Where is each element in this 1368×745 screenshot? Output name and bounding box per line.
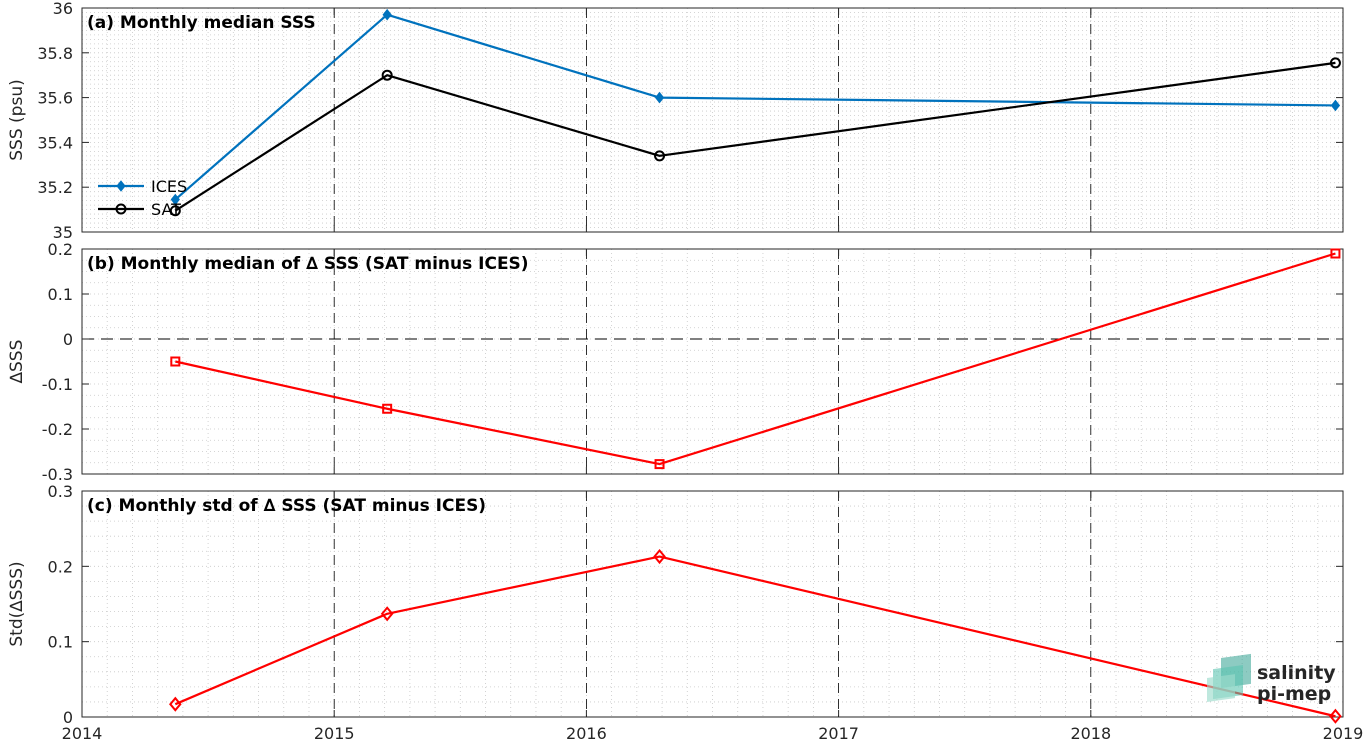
data-point <box>116 180 126 192</box>
legend: ICES SAT <box>98 177 187 219</box>
data-point <box>654 459 665 470</box>
y-tick-label: 36 <box>53 0 73 18</box>
y-tick-label: -0.2 <box>42 420 73 439</box>
panel-title: (b) Monthly median of ∆ SSS (SAT minus I… <box>87 254 529 274</box>
panel-b: -0.3 -0.2 -0.1 0 0.1 0.2 ∆SSS (b) Monthly media… <box>7 240 1344 484</box>
y-tick-label: 0 <box>63 708 73 727</box>
data-point <box>654 91 665 104</box>
minor-grid <box>82 249 1343 474</box>
legend-label: ICES <box>151 177 187 196</box>
y-tick-label: 0.3 <box>48 482 73 501</box>
panel-title: (a) Monthly median SSS <box>87 13 316 33</box>
series-line <box>174 61 1336 212</box>
x-tick-label: 2015 <box>314 724 355 743</box>
logo-line2: pi-mep <box>1257 683 1331 705</box>
y-tick-label: -0.1 <box>42 375 73 394</box>
x-tick-label: 2014 <box>62 724 103 743</box>
data-point <box>169 696 182 712</box>
data-point <box>654 150 666 162</box>
data-point <box>653 548 666 565</box>
series-delta-sss <box>169 548 1342 724</box>
x-tick-label: 2017 <box>818 724 859 743</box>
data-point <box>382 403 393 414</box>
legend-label: SAT <box>151 200 181 219</box>
y-tick-label: 0.2 <box>48 557 73 576</box>
y-axis-label: ∆SSS <box>7 340 27 385</box>
series-line <box>174 13 1336 201</box>
y-tick-label: 35.6 <box>37 89 73 108</box>
y-tick-label: 35.2 <box>37 178 73 197</box>
y-tick-label: 0.1 <box>48 285 73 304</box>
y-tick-label: 0.1 <box>48 633 73 652</box>
data-point <box>1329 708 1342 724</box>
y-axis-label: Std(∆SSS) <box>7 561 27 646</box>
data-point <box>382 8 392 21</box>
year-lines <box>333 8 1092 232</box>
logo-mark-front <box>1207 674 1235 702</box>
data-point <box>380 606 394 622</box>
series-delta-sss <box>170 248 1341 470</box>
y-tick-label: 35.4 <box>37 133 73 152</box>
y-tick-label: 35 <box>53 223 73 242</box>
data-point <box>1330 99 1341 112</box>
data-point <box>170 193 180 206</box>
x-tick-label: 2016 <box>566 724 607 743</box>
data-point <box>381 69 393 81</box>
series-sat <box>169 57 1341 217</box>
y-tick-label: 35.8 <box>37 44 73 63</box>
y-tick-label: 0 <box>63 330 73 349</box>
panel-a: 35 35.2 35.4 35.6 35.8 36 SSS (psu) (a) Monthly… <box>7 0 1344 242</box>
year-lines <box>333 249 1092 474</box>
axes-box <box>81 490 1344 718</box>
y-axis-label: SSS (psu) <box>7 79 27 160</box>
salinity-pi-mep-logo: salinity pi-mep <box>1207 653 1336 705</box>
x-tick-label: 2018 <box>1070 724 1111 743</box>
axes-box <box>81 248 1344 475</box>
data-point <box>170 356 181 367</box>
data-point <box>1329 57 1341 69</box>
series-line <box>175 252 1336 466</box>
y-tick-label: -0.3 <box>42 465 73 484</box>
x-axis: 2014 2015 2016 2017 2018 2019 <box>62 724 1364 743</box>
x-tick-label: 2019 <box>1323 724 1364 743</box>
panel-c: 0 0.1 0.2 0.3 Std(∆SSS) (c) Monthly std of ∆ … <box>7 482 1344 727</box>
axes-box <box>81 7 1344 233</box>
series-line <box>174 555 1336 718</box>
panel-title: (c) Monthly std of ∆ SSS (SAT minus ICES… <box>87 496 486 516</box>
panels: 35 35.2 35.4 35.6 35.8 36 SSS (psu) (a) Monthly… <box>7 0 1344 727</box>
data-point <box>115 203 127 215</box>
y-tick-label: 0.2 <box>48 240 73 259</box>
data-point <box>169 205 181 217</box>
data-point <box>1330 248 1341 259</box>
series-ices <box>170 8 1341 206</box>
year-lines <box>333 491 1092 717</box>
logo-line1: salinity <box>1257 662 1336 684</box>
